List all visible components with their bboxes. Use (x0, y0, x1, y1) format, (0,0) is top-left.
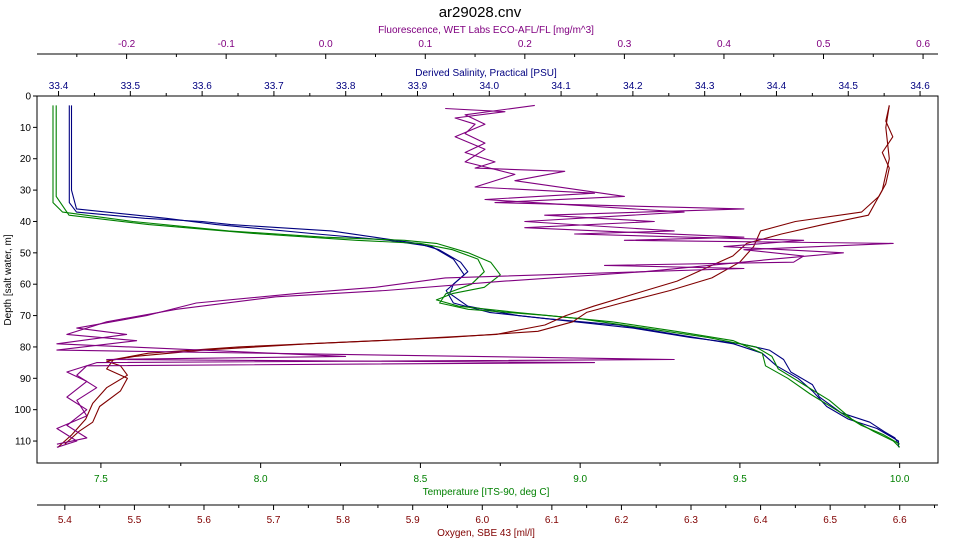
fluorescence-tick-label: 0.0 (319, 39, 333, 50)
depth-tick-label: 110 (15, 437, 31, 448)
salinity-tick-label: 34.1 (551, 81, 571, 92)
oxygen-tick-label: 5.4 (58, 515, 72, 526)
oxygen-tick-label: 5.5 (127, 515, 141, 526)
fluorescence-profile-line-8 (56, 104, 844, 445)
plot-area-frame (36, 95, 939, 464)
temperature-tick-label: 9.5 (733, 474, 747, 485)
fluorescence-profile-line-7 (56, 107, 894, 448)
depth-tick-label: 0 (25, 92, 31, 103)
temperature-tick-label: 8.5 (413, 474, 427, 485)
oxygen-tick-label: 6.3 (684, 515, 698, 526)
oxygen-axis-title: Oxygen, SBE 43 [ml/l] (437, 528, 535, 539)
depth-tick-label: 50 (20, 248, 32, 259)
salinity-tick-label: 33.5 (121, 81, 141, 92)
salinity-tick-label: 34.4 (767, 81, 787, 92)
temperature-profile-line-3 (52, 105, 901, 448)
oxygen-tick-label: 6.2 (614, 515, 628, 526)
oxygen-tick-label: 6.0 (475, 515, 489, 526)
salinity-tick-label: 33.8 (336, 81, 356, 92)
oxygen-tick-label: 6.5 (823, 515, 837, 526)
oxygen-tick-label: 5.6 (197, 515, 211, 526)
salinity-tick-label: 33.7 (264, 81, 284, 92)
salinity-tick-label: 33.9 (408, 81, 428, 92)
fluorescence-tick-label: -0.1 (218, 39, 236, 50)
salinity-tick-label: 34.6 (910, 81, 930, 92)
fluorescence-tick-label: 0.2 (518, 39, 532, 50)
fluorescence-tick-label: 0.3 (617, 39, 631, 50)
depth-tick-label: 70 (20, 311, 32, 322)
salinity-tick-label: 34.3 (695, 81, 715, 92)
salinity-profile-line-1 (68, 105, 899, 445)
temperature-profile-line-4 (55, 105, 900, 445)
depth-tick-label: 10 (20, 123, 32, 134)
axes-layer: 0 10 20 30 40 50 60 70 80 90 100 110 -0.2 -0.1 0.0 0.1 0… (14, 39, 938, 526)
salinity-axis-title: Derived Salinity, Practical [PSU] (415, 68, 557, 79)
oxygen-tick-label: 5.9 (406, 515, 420, 526)
series-layer (52, 104, 901, 448)
salinity-tick-label: 34.2 (623, 81, 643, 92)
fluorescence-tick-label: -0.2 (118, 39, 136, 50)
oxygen-tick-label: 6.1 (545, 515, 559, 526)
fluorescence-tick-label: 0.5 (817, 39, 831, 50)
temperature-axis-title: Temperature [ITS-90, deg C] (423, 487, 550, 498)
depth-tick-label: 90 (20, 374, 32, 385)
depth-tick-label: 60 (20, 280, 32, 291)
oxygen-tick-label: 6.4 (754, 515, 768, 526)
oxygen-tick-label: 6.6 (893, 515, 907, 526)
salinity-profile-line-2 (70, 105, 900, 448)
fluorescence-tick-label: 0.6 (916, 39, 930, 50)
chart-title: ar29028.cnv (439, 4, 522, 21)
salinity-tick-label: 34.5 (839, 81, 859, 92)
temperature-tick-label: 9.0 (573, 474, 587, 485)
oxygen-tick-label: 5.7 (267, 515, 281, 526)
fluorescence-axis-title: Fluorescence, WET Labs ECO-AFL/FL [mg/m^… (378, 25, 594, 36)
salinity-tick-label: 33.6 (192, 81, 212, 92)
salinity-tick-label: 33.4 (49, 81, 69, 92)
oxygen-tick-label: 5.8 (336, 515, 350, 526)
oxygen-profile-line-6 (64, 105, 890, 445)
depth-tick-label: 80 (20, 342, 32, 353)
temperature-tick-label: 8.0 (254, 474, 268, 485)
depth-tick-label: 30 (20, 186, 32, 197)
depth-tick-label: 40 (20, 217, 32, 228)
temperature-tick-label: 7.5 (94, 474, 108, 485)
depth-tick-label: 100 (14, 405, 31, 416)
fluorescence-tick-label: 0.1 (418, 39, 432, 50)
oxygen-profile-line-5 (57, 105, 894, 448)
fluorescence-tick-label: 0.4 (717, 39, 731, 50)
depth-axis-title: Depth [salt water, m] (3, 234, 14, 325)
depth-tick-label: 20 (20, 154, 32, 165)
salinity-tick-label: 34.0 (480, 81, 500, 92)
temperature-tick-label: 10.0 (890, 474, 910, 485)
